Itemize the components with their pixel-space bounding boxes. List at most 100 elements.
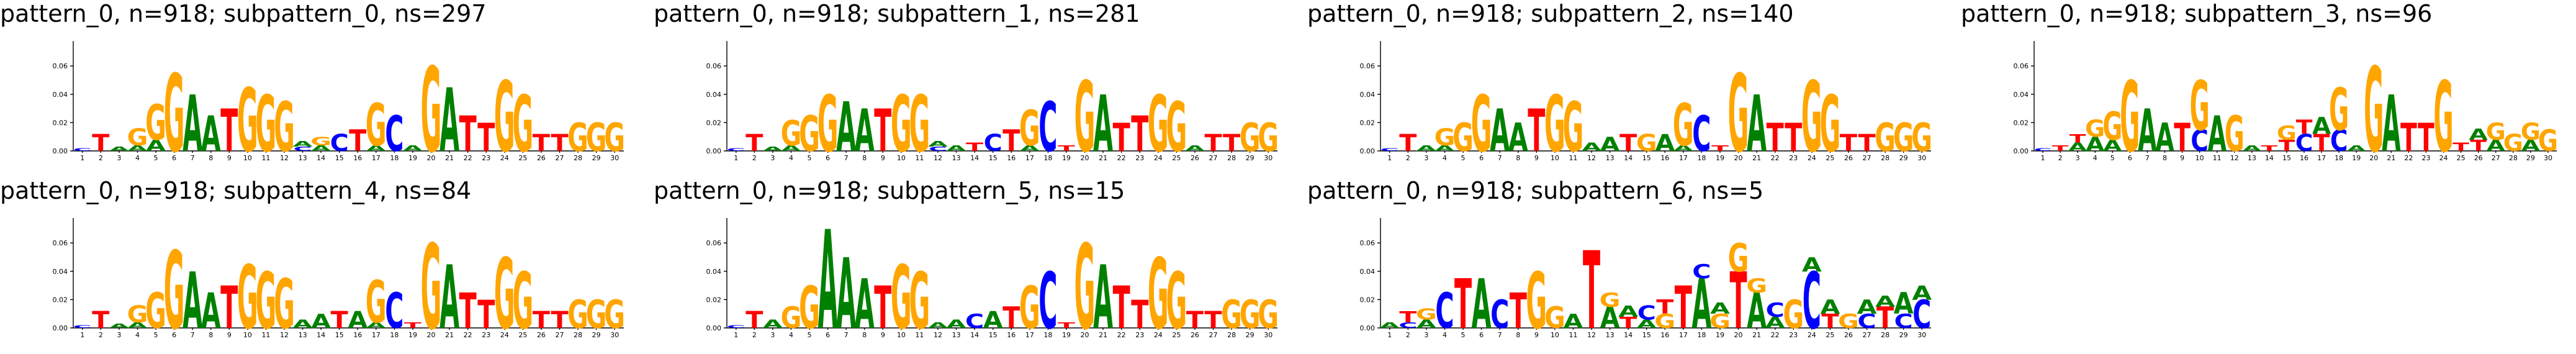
logo-letter: G [909,256,930,347]
logo-letter: G [1875,116,1896,160]
logo-letter: G [1074,220,1096,354]
logo-letter: C [1766,299,1785,322]
x-tick-label: 29 [592,154,601,162]
x-tick-label: 30 [1917,331,1926,339]
logo-letter: C [330,130,349,157]
x-tick-label: 3 [2076,154,2080,162]
x-tick-label: 26 [537,331,546,339]
x-tick-label: 23 [1135,154,1144,162]
x-tick-label: 14 [317,331,325,339]
logo-letter: T [2313,130,2330,157]
logo-letter: A [1093,79,1113,170]
logo-letter: A [947,317,966,330]
logo-letter: C [1803,256,1821,347]
logo-letter: G [1544,302,1565,335]
logo-letter: T [533,130,550,157]
logo-letter: A [1765,314,1786,332]
logo-letter: G [164,53,185,176]
panel-title: pattern_0, n=918; subpattern_6, ns=5 [1307,177,1764,204]
y-tick-label: 0.04 [53,91,68,99]
logo-letter: T [1858,130,1875,157]
logo-letter: T [2069,132,2086,145]
x-tick-label: 21 [1752,154,1761,162]
x-tick-label: 3 [117,154,121,162]
logo-letter: T [459,106,477,162]
x-tick-label: 23 [2422,154,2431,162]
x-tick-label: 18 [1697,331,1706,339]
x-tick-label: 8 [209,331,213,339]
logo-letter: A [2243,143,2262,153]
logo-letter: G [1416,306,1437,324]
x-tick-label: 27 [1863,331,1871,339]
logo-letter: A [1747,283,1767,339]
x-tick-label: 4 [135,331,140,339]
x-tick-label: 16 [1660,154,1669,162]
x-tick-label: 28 [1227,154,1236,162]
x-tick-label: 12 [1587,331,1596,339]
logo-letter: T [551,130,568,157]
logo-letter: T [1821,310,1839,333]
logo-letter: G [1526,256,1547,347]
panel-title: pattern_0, n=918; subpattern_3, ns=96 [1961,0,2433,27]
x-tick-label: 30 [1917,154,1926,162]
logo-letter: A [2103,137,2122,155]
y-tick-label: 0.04 [53,268,68,276]
logo-letter: A [1710,299,1731,317]
logo-panel: pattern_0, n=918; subpattern_6, ns=5 0.0… [1307,177,1950,354]
logo-letter: C [73,147,92,152]
logo-letter: A [1508,116,1528,160]
x-tick-label: 24 [500,331,509,339]
x-tick-label: 7 [1498,154,1502,162]
logo-letter: C [1490,293,1509,337]
x-tick-label: 30 [1264,331,1272,339]
x-tick-label: 10 [1551,154,1559,162]
x-tick-label: 15 [989,154,998,162]
x-tick-label: 15 [335,154,344,162]
logo-letter: A [1857,296,1878,319]
logo-letter: T [2296,116,2313,138]
logo-letter: A [1416,317,1436,330]
y-tick-label: 0.04 [1360,268,1376,276]
x-tick-label: 1 [2041,154,2045,162]
x-tick-label: 11 [915,154,924,162]
y-tick-label: 0.06 [53,62,68,70]
logo-letter: A [182,256,202,347]
logo-letter: T [551,307,568,334]
logo-letter: G [1911,116,1932,160]
x-tick-label: 18 [1043,154,1052,162]
x-tick-label: 9 [2180,154,2184,162]
x-tick-label: 5 [154,154,158,162]
logo-letter: A [109,323,129,330]
logo-letter: T [459,283,477,339]
logo-panel: pattern_0, n=918; subpattern_3, ns=96 0.… [1961,0,2575,178]
x-tick-label: 7 [1498,331,1502,339]
x-tick-label: 18 [1043,331,1052,339]
logo-letter: G [2120,61,2140,174]
logo-letter: A [2469,125,2488,143]
x-tick-label: 13 [2248,154,2256,162]
x-tick-label: 26 [2474,154,2483,162]
x-tick-label: 10 [897,331,906,339]
logo-letter: G [1166,256,1187,347]
x-tick-label: 7 [844,331,849,339]
x-tick-label: 15 [989,331,998,339]
x-tick-label: 22 [464,331,472,339]
logo-letter: A [201,283,221,339]
x-tick-label: 5 [2110,154,2115,162]
logo-letter: G [2102,104,2122,149]
logo-letter: A [1673,144,1693,153]
logo-letter: G [2521,119,2541,146]
x-tick-label: 10 [1551,331,1559,339]
logo-letter: T [1204,130,1222,157]
logo-letter: G [1728,53,1749,176]
x-tick-label: 25 [518,331,527,339]
logo-letter: A [182,79,202,170]
x-tick-label: 13 [1606,154,1615,162]
logo-letter: G [1728,236,1749,281]
x-tick-label: 11 [915,331,924,339]
x-tick-label: 9 [1534,331,1539,339]
logo-letter: T [1619,130,1637,157]
x-tick-label: 18 [390,154,399,162]
logo-letter: C [385,106,403,162]
